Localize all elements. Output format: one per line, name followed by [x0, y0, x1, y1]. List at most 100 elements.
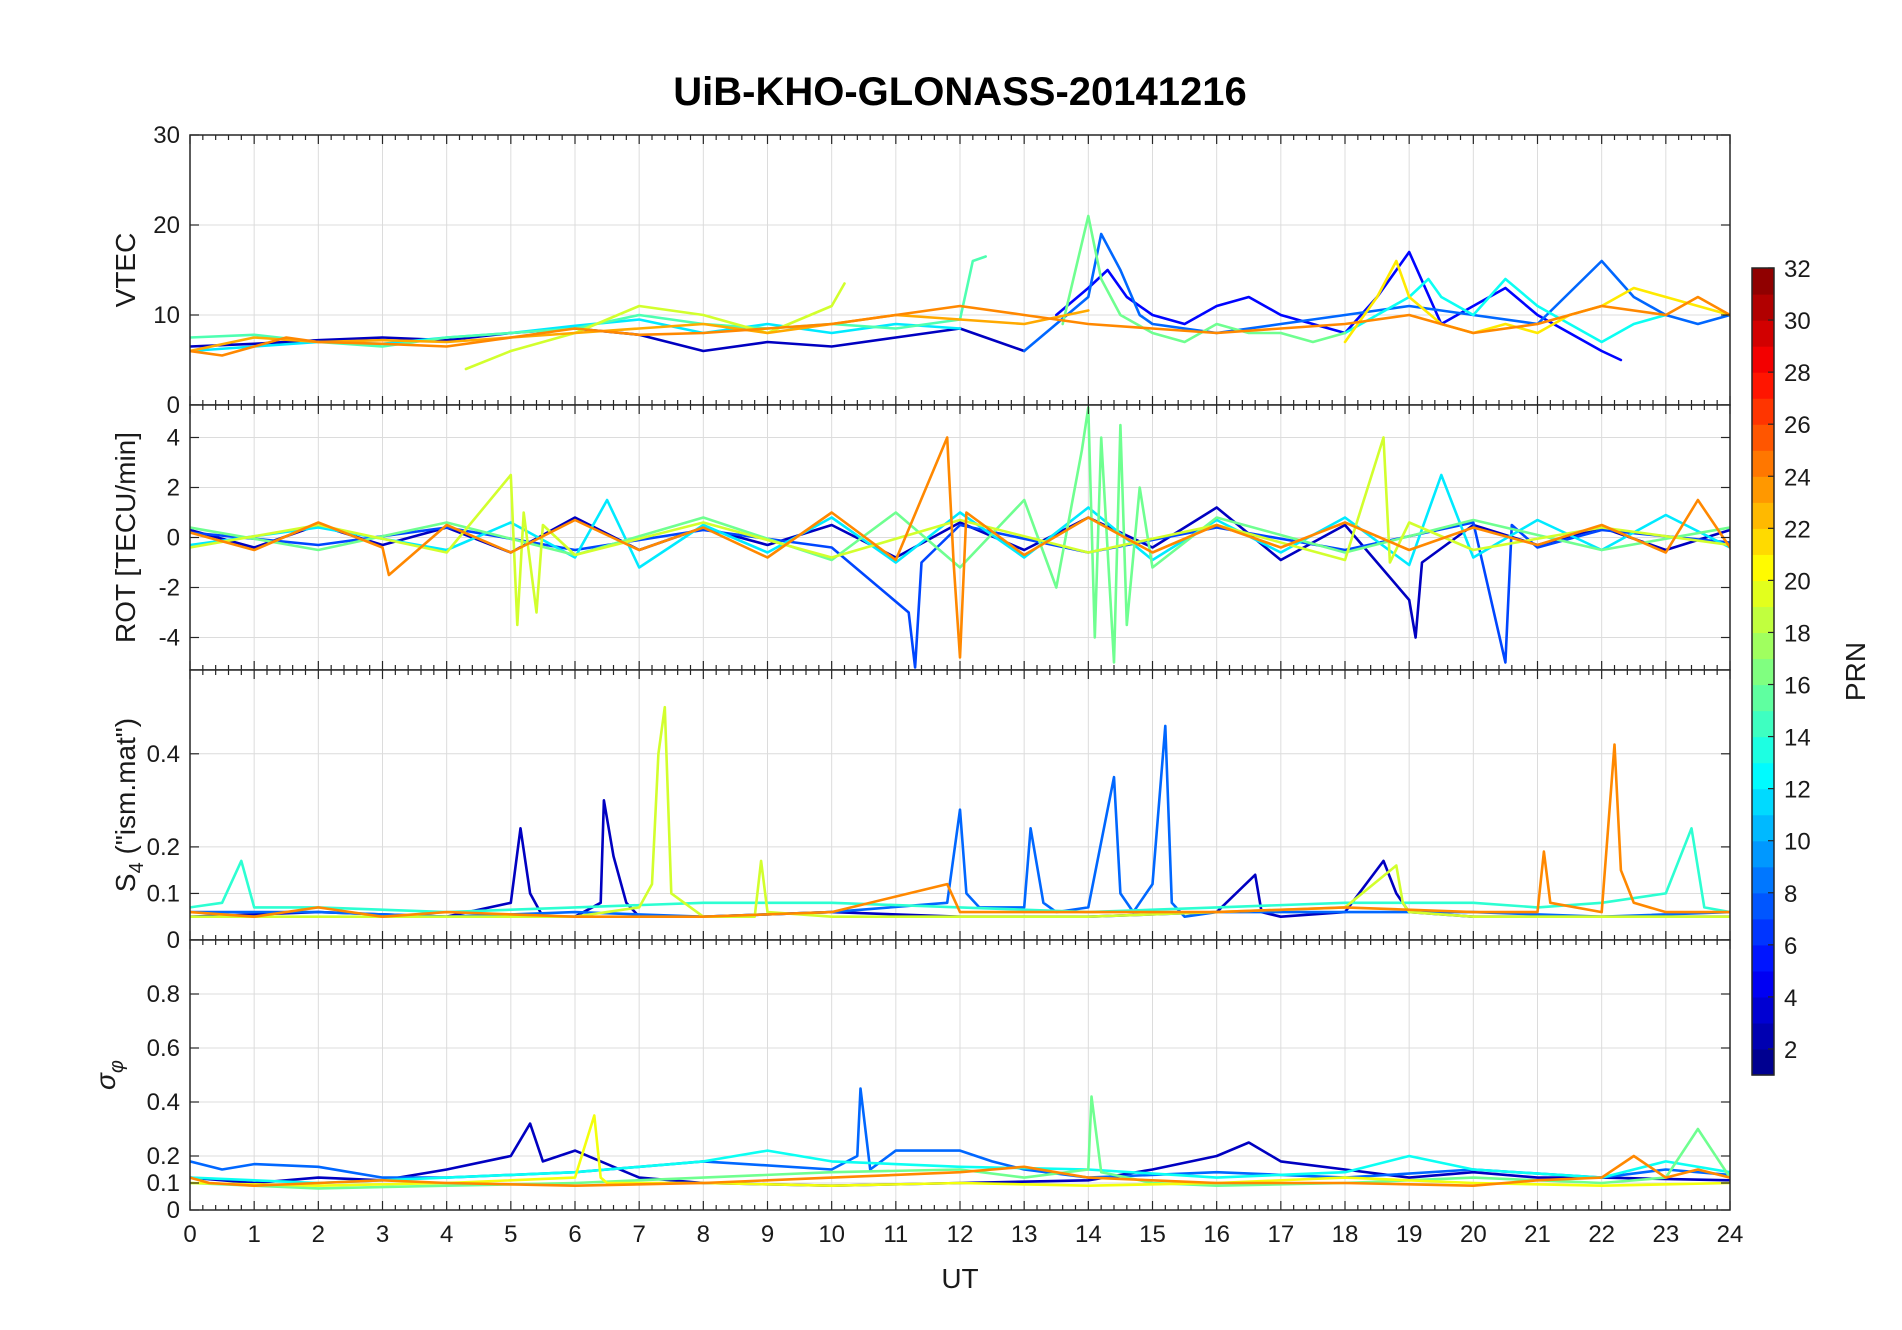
- colorbar-segment: [1752, 268, 1774, 295]
- colorbar-segment: [1752, 320, 1774, 347]
- y-axis-label-s4: S4 ("ism.mat"): [110, 718, 148, 892]
- y-tick-label: -4: [159, 625, 180, 652]
- colorbar-tick-label: 8: [1784, 881, 1797, 908]
- colorbar-segment: [1752, 814, 1774, 842]
- rot-series-prn-19: [190, 436, 1730, 627]
- colorbar-segment: [1752, 528, 1774, 555]
- rot-series-prn-3: [190, 506, 1730, 639]
- colorbar-tick-label: 4: [1784, 985, 1797, 1012]
- colorbar-tick-label: 24: [1784, 464, 1811, 491]
- x-tick-label: 1: [247, 1221, 260, 1248]
- colorbar-tick-label: 2: [1784, 1037, 1797, 1064]
- vtec-series-prn-21: [1343, 259, 1730, 344]
- colorbar-segment: [1752, 1048, 1774, 1076]
- colorbar-segment: [1752, 658, 1774, 686]
- x-tick-label: 7: [632, 1221, 645, 1248]
- sigma-series-prn-8: [190, 1087, 1730, 1179]
- y-tick-label: 0.1: [147, 880, 180, 907]
- x-tick-label: 15: [1139, 1221, 1166, 1248]
- colorbar-segment: [1752, 372, 1774, 399]
- colorbar-tick-label: 30: [1784, 308, 1811, 335]
- x-tick-label: 21: [1524, 1221, 1551, 1248]
- colorbar-tick-label: 32: [1784, 256, 1811, 283]
- colorbar-segment: [1752, 866, 1774, 894]
- x-tick-label: 24: [1717, 1221, 1744, 1248]
- sigma-series-prn-20: [190, 1114, 1730, 1187]
- colorbar-segment: [1752, 476, 1774, 503]
- x-tick-label: 5: [504, 1221, 517, 1248]
- y-tick-label: 0: [167, 525, 180, 552]
- colorbar-tick-label: 14: [1784, 725, 1811, 752]
- x-axis-label: UT: [941, 1263, 978, 1294]
- colorbar-segment: [1752, 892, 1774, 920]
- vtec-series-group: [190, 214, 1730, 371]
- sigma-series-prn-24: [190, 1154, 1730, 1187]
- vtec-series-prn-24: [190, 295, 1730, 357]
- panel-rot: -4 -2 0 2 4 ROT [TECU/min]: [110, 404, 1731, 671]
- x-tick-label: 13: [1011, 1221, 1038, 1248]
- x-tick-label: 16: [1203, 1221, 1230, 1248]
- colorbar-segment: [1752, 944, 1774, 972]
- panel-s4: 0 0.1 0.2 0.4S4 ("ism.mat"): [110, 669, 1731, 954]
- y-tick-label: 0.4: [147, 741, 180, 768]
- colorbar-segment: [1752, 996, 1774, 1024]
- colorbar-segment: [1752, 970, 1774, 998]
- vtec-series-prn-13: [1343, 277, 1668, 344]
- x-tick-label: 18: [1332, 1221, 1359, 1248]
- colorbar-tick-label: 12: [1784, 777, 1811, 804]
- vtec-series-prn-16: [1061, 214, 1347, 344]
- y-tick-label: 0.2: [147, 1143, 180, 1170]
- colorbar-segment: [1752, 606, 1774, 634]
- x-tick-label: 8: [697, 1221, 710, 1248]
- y-tick-label: 0: [167, 1197, 180, 1224]
- sigma-series-group: [190, 1087, 1730, 1190]
- sigma-series-prn-16: [190, 1095, 1730, 1190]
- colorbar-segment: [1752, 736, 1774, 764]
- colorbar-frame: [1751, 267, 1775, 1076]
- rot-series-group: [190, 406, 1730, 669]
- rot-series-prn-16: [190, 406, 1730, 664]
- colorbar-segment: [1752, 294, 1774, 321]
- vtec-series-prn-8: [1022, 232, 1730, 353]
- y-tick-label: -2: [159, 575, 180, 602]
- x-tick-label: 11: [883, 1221, 908, 1248]
- colorbar-tick-label: 10: [1784, 829, 1811, 856]
- y-tick-label: 0: [167, 392, 180, 419]
- x-tick-label: 22: [1588, 1221, 1615, 1248]
- colorbar-tick-label: 20: [1784, 568, 1811, 595]
- rot-series-prn-24: [190, 436, 1730, 659]
- x-tick-label: 4: [440, 1221, 453, 1248]
- y-tick-label: 2: [167, 475, 180, 502]
- colorbar-segment: [1752, 1022, 1774, 1050]
- y-tick-label: 0.4: [147, 1089, 180, 1116]
- x-tick-labels: 0 1 2 3 4 5 6 7 8 9 10 11 12 13 14 15 16 17 18 19 20 21 22 23 24: [183, 1221, 1743, 1248]
- colorbar-segment: [1752, 346, 1774, 373]
- colorbar-segment: [1752, 840, 1774, 868]
- x-tick-label: 3: [376, 1221, 389, 1248]
- x-tick-label: 14: [1075, 1221, 1102, 1248]
- vtec-series-prn-5: [1055, 250, 1623, 362]
- colorbar-segment: [1752, 762, 1774, 790]
- chart-title: UiB-KHO-GLONASS-20141216: [673, 70, 1247, 114]
- colorbar-tick-label: 26: [1784, 412, 1811, 439]
- x-tick-label: 19: [1396, 1221, 1423, 1248]
- x-tick-label: 0: [183, 1221, 196, 1248]
- y-axis-label-vtec: VTEC: [110, 233, 141, 308]
- colorbar-tick-label: 28: [1784, 360, 1811, 387]
- colorbar-segment: [1752, 918, 1774, 946]
- colorbar-label: PRN: [1840, 642, 1871, 701]
- y-tick-label: 0: [167, 927, 180, 954]
- colorbar-tick-label: 22: [1784, 516, 1811, 543]
- x-tick-label: 20: [1460, 1221, 1487, 1248]
- panel-sigma: 00.10.2 0.4 0.6 0.8 σφ: [90, 939, 1731, 1224]
- s4-series-prn-14: [190, 826, 1730, 914]
- y-axis-label-rot: ROT [TECU/min]: [110, 432, 141, 643]
- colorbar-segment: [1752, 450, 1774, 477]
- colorbar-tick-label: 16: [1784, 673, 1811, 700]
- y-axis-label-sigma: σφ: [90, 1060, 128, 1090]
- x-tick-label: 17: [1267, 1221, 1294, 1248]
- x-tick-label: 6: [568, 1221, 581, 1248]
- colorbar-tick-label: 6: [1784, 933, 1797, 960]
- colorbar-segment: [1752, 398, 1774, 425]
